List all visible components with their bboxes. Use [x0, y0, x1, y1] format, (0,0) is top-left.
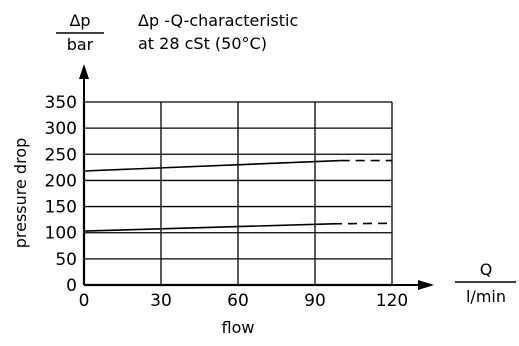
- y-tick-label: 350: [45, 93, 77, 113]
- grid: [82, 101, 393, 287]
- y-tick-label: 150: [45, 198, 77, 218]
- series-2: [83, 222, 393, 232]
- series-1: [83, 159, 392, 172]
- y-tick-label: 300: [45, 119, 77, 139]
- x-tick-label: 60: [227, 291, 249, 311]
- series-2-dashed: [332, 222, 393, 225]
- x-tick-label: 30: [150, 291, 172, 311]
- y-unit-symbol: Δp: [69, 11, 90, 30]
- y-tick-label: 50: [55, 250, 77, 270]
- chart-title-line-2: at 28 cSt (50°C): [138, 34, 267, 53]
- x-tick-label: 120: [376, 291, 408, 311]
- y-tick-label: 100: [45, 224, 77, 244]
- tick-labels: 0 30 60 90 120 0 50 100 150 200 250 300 350: [45, 93, 409, 311]
- x-tick-label: 0: [79, 291, 90, 311]
- x-axis-arrowhead: [418, 280, 434, 290]
- x-unit-symbol: Q: [480, 260, 493, 279]
- x-axis-title: flow: [222, 318, 255, 337]
- chart-title-line-1: Δp -Q-characteristic: [138, 11, 298, 30]
- y-tick-label: 250: [45, 145, 77, 165]
- x-tick-label: 90: [304, 291, 326, 311]
- y-tick-label: 0: [66, 276, 77, 296]
- y-tick-label: 200: [45, 171, 77, 191]
- y-axis-title: pressure drop: [11, 138, 30, 249]
- x-unit-label: l/min: [466, 287, 506, 306]
- y-unit-label: bar: [67, 35, 94, 54]
- series-layer: [83, 159, 393, 232]
- series-1-solid: [83, 159, 341, 172]
- y-axis-arrowhead: [79, 64, 89, 79]
- series-2-solid: [83, 223, 334, 232]
